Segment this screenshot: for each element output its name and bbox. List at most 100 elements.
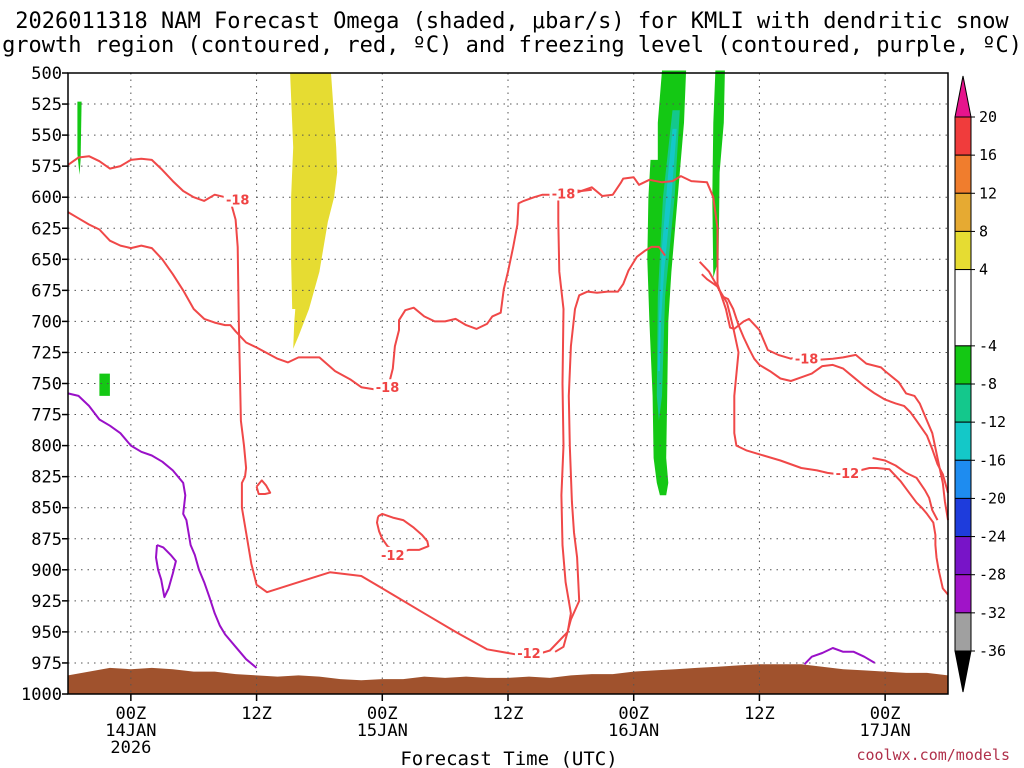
x-tick-label-6-0: 00Z (870, 704, 901, 724)
omega-shading-layer (77, 70, 725, 496)
isotherm-contour-3 (701, 273, 949, 494)
contour-label-2: -18 (552, 187, 576, 202)
freezing-contour-10 (155, 544, 177, 599)
credit-text: coolwx.com/models (856, 746, 1010, 764)
y-tick-label-19: 975 (31, 654, 62, 674)
y-tick-label-10: 750 (31, 375, 62, 395)
contour-label-layer: -18 -18 -18 -18 -12 -12 -12 (223, 185, 862, 662)
contour-label-bg-2 (549, 185, 578, 201)
colorbar-band-1 (954, 154, 972, 194)
contour-label-5: -12 (517, 647, 541, 662)
isotherm-contour-6 (554, 245, 666, 653)
omega-region-0 (290, 73, 338, 349)
x-axis-label: Forecast Time (UTC) (400, 748, 617, 768)
terrain-fill (68, 664, 948, 694)
colorbar-band-4 (954, 269, 972, 347)
chart-title-line-2: growth region (contoured, red, ºC) and f… (2, 33, 1022, 58)
colorbar-label-0: 20 (979, 108, 997, 126)
x-tick-label-6-1: 17JAN (860, 721, 911, 741)
colorbar-band-8 (954, 459, 972, 499)
contour-label-3: -18 (795, 353, 819, 368)
y-tick-label-3: 575 (31, 157, 62, 177)
x-tick-label-2-0: 00Z (367, 704, 398, 724)
colorbar-label-1: 16 (979, 146, 997, 164)
colorbar-band-6 (954, 383, 972, 423)
colorbar-label-5: -4 (979, 337, 997, 355)
x-tick-label-0-2: 2026 (110, 738, 151, 758)
colorbar-band-5 (954, 345, 972, 385)
y-tick-label-9: 725 (31, 343, 62, 363)
colorbar-band-12 (954, 612, 972, 652)
contour-label-bg-0 (223, 191, 252, 207)
x-tick-label-2-1: 15JAN (357, 721, 408, 741)
colorbar-band-10 (954, 536, 972, 576)
colorbar-band-9 (954, 497, 972, 538)
colorbar: 20 16 12 8 4 -4 -8 -12 -16 -20 -24 -28 -32 -36 (954, 75, 1006, 693)
y-tick-label-16: 900 (31, 561, 62, 581)
contour-label-bg-1 (373, 379, 402, 395)
colorbar-label-2: 12 (979, 184, 997, 202)
chart-title-line-1: 2026011318 NAM Forecast Omega (shaded, μ… (15, 9, 1009, 34)
omega-region-6 (712, 70, 725, 278)
contour-label-0: -18 (226, 194, 250, 209)
contour-label-1: -18 (376, 381, 400, 396)
y-tick-label-0: 500 (31, 64, 62, 84)
y-tick-label-4: 600 (31, 188, 62, 208)
contour-label-6: -12 (836, 467, 860, 482)
contour-label-4: -12 (381, 549, 405, 564)
x-tick-label-0-1: 14JAN (105, 721, 156, 741)
freezing-contour-9 (67, 392, 258, 669)
x-tick-label-4-0: 00Z (618, 704, 649, 724)
colorbar-label-13: -36 (979, 642, 1006, 660)
colorbar-band-3 (954, 230, 972, 271)
y-tick-label-7: 675 (31, 281, 62, 301)
y-tick-label-14: 850 (31, 499, 62, 519)
colorbar-label-10: -24 (979, 528, 1006, 546)
colorbar-band-7 (954, 421, 972, 461)
isotherm-contour-5 (255, 479, 272, 495)
colorbar-bottom-arrow (954, 650, 972, 693)
y-tick-label-15: 875 (31, 530, 62, 550)
isotherm-contour-4 (376, 512, 430, 554)
y-tick-label-5: 625 (31, 219, 62, 239)
y-tick-label-20: 1000 (21, 685, 62, 705)
colorbar-label-6: -8 (979, 375, 997, 393)
isotherm-contour-8 (872, 457, 939, 521)
x-tick-label-4-1: 16JAN (608, 721, 659, 741)
colorbar-label-3: 8 (979, 222, 988, 240)
omega-region-4 (656, 110, 680, 421)
omega-region-5 (657, 128, 677, 372)
y-tick-label-13: 825 (31, 468, 62, 488)
y-tick-label-2: 550 (31, 126, 62, 146)
x-tick-label-5-0: 12Z (744, 704, 775, 724)
y-tick-label-11: 775 (31, 406, 62, 426)
colorbar-label-4: 4 (979, 261, 988, 279)
colorbar-label-9: -20 (979, 489, 1006, 507)
contour-label-bg-3 (792, 350, 821, 366)
x-tick-label-1-0: 12Z (241, 704, 272, 724)
contour-label-bg-5 (514, 645, 543, 661)
omega-region-2 (99, 373, 110, 396)
y-tick-label-6: 650 (31, 250, 62, 270)
freezing-contour-11 (803, 647, 876, 665)
contour-label-bg-6 (833, 464, 862, 480)
colorbar-band-11 (954, 574, 972, 614)
colorbar-label-11: -28 (979, 566, 1006, 584)
x-tick-label-3-0: 12Z (493, 704, 524, 724)
contour-label-bg-4 (378, 546, 407, 562)
y-tick-label-12: 800 (31, 437, 62, 457)
y-tick-label-17: 925 (31, 592, 62, 612)
terrain-layer (68, 664, 948, 694)
colorbar-band-2 (954, 192, 972, 232)
isotherm-contour-1 (67, 193, 571, 391)
y-tick-label-8: 700 (31, 312, 62, 332)
colorbar-label-12: -32 (979, 604, 1006, 622)
colorbar-label-8: -16 (979, 451, 1006, 469)
y-tick-label-18: 950 (31, 623, 62, 643)
colorbar-band-0 (954, 116, 972, 156)
y-tick-label-1: 525 (31, 95, 62, 115)
colorbar-label-7: -12 (979, 413, 1006, 431)
x-tick-label-0-0: 00Z (115, 704, 146, 724)
